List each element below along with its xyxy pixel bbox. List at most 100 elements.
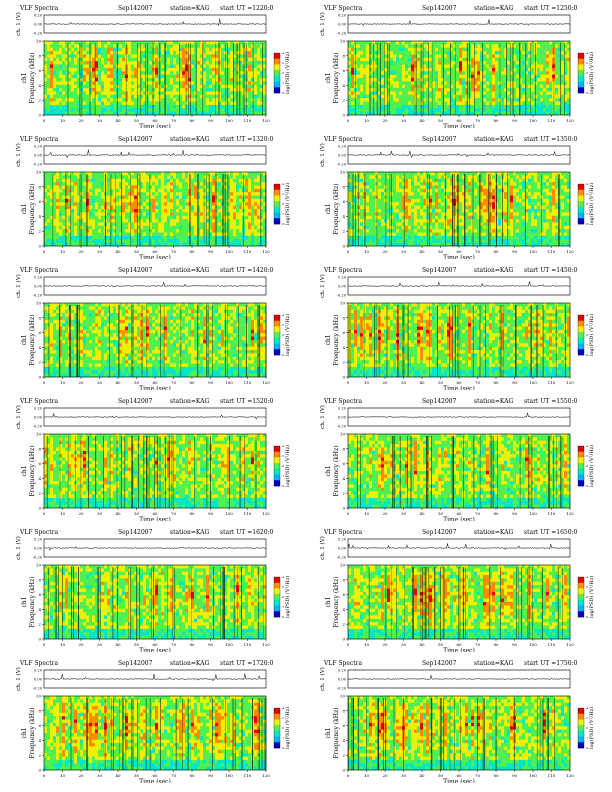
spectrogram-cell — [489, 64, 493, 69]
spectrogram-cell — [62, 209, 66, 213]
spectrogram-cell — [176, 74, 180, 79]
spectrogram-cell — [47, 47, 51, 52]
voltage-axis-label: ch. 1 (V) — [319, 12, 326, 36]
spectrogram-cell — [95, 195, 99, 200]
spectrogram-cell — [459, 84, 463, 89]
spectrogram-cell — [170, 74, 174, 79]
spectrogram-cell — [185, 57, 189, 62]
spectrogram-cell — [447, 54, 451, 59]
spectrogram-cell — [101, 172, 105, 176]
spectrogram-cell — [218, 78, 222, 82]
spectrogram-cell — [245, 47, 249, 52]
spectrogram-cell — [119, 232, 123, 237]
spectrogram-cell — [86, 44, 90, 48]
spectrogram-cell — [366, 61, 370, 65]
spectrogram-cell — [188, 108, 192, 112]
spectrogram-cell — [194, 88, 198, 92]
spectrogram-cell — [245, 104, 249, 109]
spectrogram-cell — [564, 64, 568, 69]
spectrogram-cell — [137, 188, 141, 193]
spectrogram-cell — [95, 74, 99, 79]
spectrogram-cell — [221, 54, 225, 59]
spectrogram-cell — [188, 44, 192, 48]
spectrogram-cell — [170, 205, 174, 210]
spectrogram-cell — [558, 64, 562, 69]
spectrogram-cell — [378, 78, 382, 82]
spectrogram-cell — [369, 44, 373, 48]
spectrogram-cell — [525, 111, 529, 116]
spectrogram-cell — [438, 74, 442, 79]
spectrogram-cell — [384, 74, 388, 79]
spectrogram-cell — [149, 212, 153, 216]
spectrogram-cell — [351, 57, 355, 62]
spectrogram-cell — [110, 54, 114, 59]
spectrogram-cell — [131, 215, 135, 220]
spectrogram-cell — [59, 78, 63, 82]
spectrogram-cell — [492, 71, 496, 75]
spectrogram-cell — [167, 104, 171, 109]
spectrogram-cell — [417, 57, 421, 62]
spectrogram-cell — [122, 64, 126, 69]
spectrogram-cell — [399, 104, 403, 109]
spectrogram-cell — [95, 91, 99, 96]
spectrogram-cell — [113, 47, 117, 52]
spectrogram-cell — [206, 41, 210, 45]
spectrogram-cell — [53, 71, 57, 75]
spectrogram-cell — [161, 91, 165, 96]
spectrogram-cell — [375, 74, 379, 79]
spectrogram-cell — [456, 74, 460, 79]
spectrogram-cell — [98, 47, 102, 52]
spectrogram-cell — [444, 104, 448, 109]
spectrogram-cell — [83, 81, 87, 85]
spectrogram-cell — [128, 104, 132, 109]
spectrogram-cell — [83, 84, 87, 89]
spectrogram-cell — [86, 57, 90, 62]
spectrogram-cell — [161, 232, 165, 237]
spectrogram-cell — [423, 108, 427, 112]
spectrogram-cell — [354, 41, 358, 45]
spectrogram-cell — [489, 108, 493, 112]
spectrogram-cell — [134, 98, 138, 102]
spectrogram-cell — [236, 215, 240, 220]
spectrogram-cell — [489, 74, 493, 79]
spectrogram-cell — [68, 195, 72, 200]
spectrogram-cell — [50, 98, 54, 102]
colorbar-frame — [273, 52, 281, 94]
spectrogram-cell — [546, 67, 550, 72]
spectrogram-cell — [396, 44, 400, 48]
spectrogram-cell — [492, 88, 496, 92]
spectrogram-cell — [230, 67, 234, 72]
spectrogram-cell — [471, 101, 475, 106]
spectrogram-cell — [209, 172, 213, 176]
spectrogram-cell — [435, 64, 439, 69]
spectrogram-cell — [351, 94, 355, 99]
spectrogram-cell — [438, 104, 442, 109]
spectrogram-cell — [167, 182, 171, 186]
spectrogram-cell — [230, 182, 234, 186]
spectrogram-cell — [113, 54, 117, 59]
spectrogram-cell — [56, 239, 60, 243]
spectrogram-cell — [369, 57, 373, 62]
spectrogram-cell — [59, 209, 63, 213]
panel-date: Sep142007 — [118, 135, 152, 144]
spectrogram-cell — [56, 57, 60, 62]
spectrogram-cell — [426, 81, 430, 85]
spectrogram-cell — [561, 71, 565, 75]
spectrogram-cell — [74, 202, 78, 206]
spectrogram-cell — [131, 182, 135, 186]
spectrogram-cell — [185, 84, 189, 89]
time-tick-label: 80 — [493, 118, 499, 123]
spectrogram-cell — [194, 188, 198, 193]
spectrogram-cell — [525, 88, 529, 92]
spectrogram-cell — [203, 91, 207, 96]
spectrogram-cell — [107, 57, 111, 62]
panel-date: Sep142007 — [422, 4, 456, 13]
spectrogram-cell — [393, 41, 397, 45]
spectrogram-cell — [486, 61, 490, 65]
spectrogram-cell — [492, 108, 496, 112]
spectrogram-cell — [131, 235, 135, 240]
spectrogram-cell — [56, 81, 60, 85]
spectrogram-cell — [185, 239, 189, 243]
spectrogram-cell — [501, 98, 505, 102]
spectrogram-cell — [239, 88, 243, 92]
